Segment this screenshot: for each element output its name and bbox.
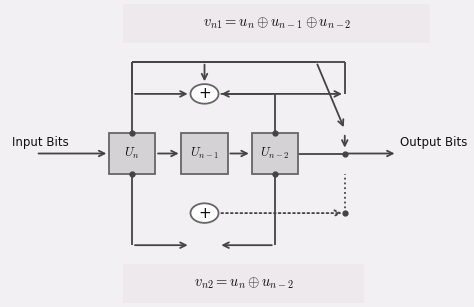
FancyBboxPatch shape — [123, 263, 365, 303]
Text: +: + — [198, 86, 211, 101]
Text: Output Bits: Output Bits — [400, 136, 467, 149]
FancyBboxPatch shape — [182, 133, 228, 174]
Text: $U_{n-2}$: $U_{n-2}$ — [260, 146, 290, 161]
Text: $U_n$: $U_n$ — [124, 146, 140, 161]
Text: $v_{n2} = u_n \oplus u_{n-2}$: $v_{n2} = u_n \oplus u_{n-2}$ — [194, 276, 294, 291]
Circle shape — [191, 84, 219, 104]
Text: Input Bits: Input Bits — [12, 136, 68, 149]
Text: $v_{n1} = u_n \oplus u_{n-1} \oplus u_{n-2}$: $v_{n1} = u_n \oplus u_{n-1} \oplus u_{n… — [202, 16, 351, 31]
FancyBboxPatch shape — [109, 133, 155, 174]
Circle shape — [191, 203, 219, 223]
FancyBboxPatch shape — [252, 133, 298, 174]
Text: $U_{n-1}$: $U_{n-1}$ — [190, 146, 219, 161]
Text: +: + — [198, 206, 211, 221]
FancyBboxPatch shape — [123, 4, 430, 44]
